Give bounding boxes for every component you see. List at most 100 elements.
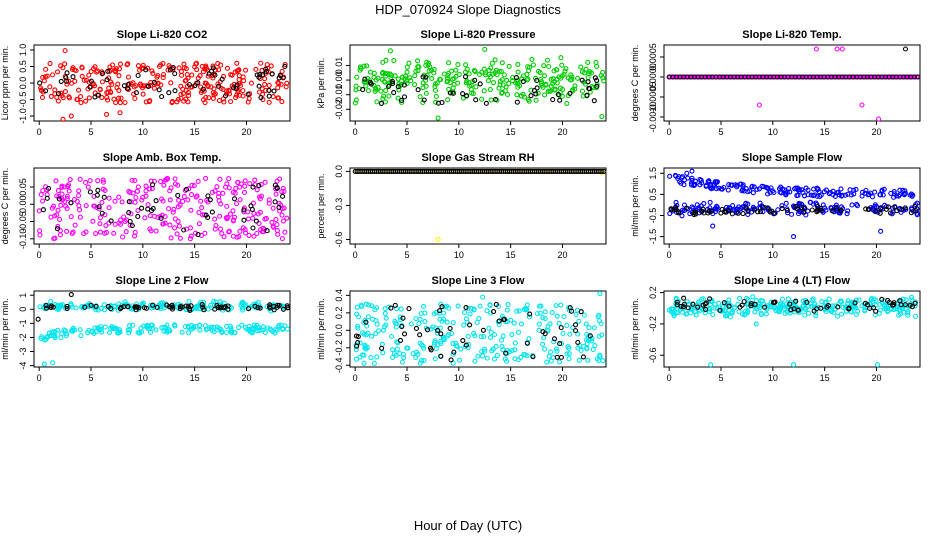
- data-point: [481, 348, 487, 354]
- x-tick-label: 5: [718, 373, 723, 383]
- data-point: [199, 205, 205, 211]
- data-point: [422, 318, 428, 325]
- data-point: [360, 87, 366, 93]
- x-tick-label: 15: [506, 373, 516, 383]
- data-point: [597, 352, 603, 358]
- data-point: [214, 184, 220, 190]
- data-point: [401, 331, 408, 337]
- x-tick-label: 5: [88, 250, 93, 260]
- data-point: [816, 189, 822, 195]
- data-point: [793, 203, 799, 210]
- data-point: [49, 72, 56, 78]
- data-point: [393, 320, 399, 326]
- y-tick-label: 0.00: [18, 196, 28, 214]
- data-point: [581, 343, 587, 349]
- data-point: [818, 305, 824, 311]
- data-point: [552, 86, 558, 92]
- data-point: [97, 86, 103, 92]
- data-point: [48, 93, 54, 99]
- data-point: [508, 317, 514, 323]
- data-point: [795, 309, 801, 315]
- data-point: [256, 194, 263, 200]
- data-point: [564, 322, 570, 329]
- data-point: [558, 354, 564, 360]
- data-point: [383, 88, 389, 94]
- data-point: [164, 302, 170, 308]
- data-point: [534, 311, 540, 317]
- data-point: [492, 57, 498, 63]
- data-point: [830, 192, 836, 198]
- data-point: [506, 80, 512, 87]
- x-tick-label: 10: [454, 127, 464, 137]
- data-point: [135, 213, 141, 219]
- data-point: [217, 226, 224, 232]
- data-point: [408, 78, 414, 84]
- data-point: [538, 303, 544, 309]
- data-point: [760, 204, 766, 210]
- data-point: [172, 71, 178, 77]
- data-point: [96, 206, 102, 212]
- data-point: [176, 223, 182, 229]
- data-point: [37, 232, 43, 238]
- data-point: [437, 76, 443, 82]
- data-point: [186, 92, 192, 99]
- data-point: [699, 208, 705, 214]
- data-point: [81, 77, 87, 83]
- data-point: [59, 302, 66, 308]
- data-point: [805, 192, 811, 198]
- data-point: [401, 94, 408, 100]
- data-point: [43, 66, 49, 72]
- data-point: [785, 210, 791, 216]
- scatter-points: [36, 175, 290, 242]
- data-point: [223, 329, 230, 336]
- data-point: [193, 61, 199, 67]
- data-point: [101, 194, 107, 200]
- data-point: [45, 185, 52, 191]
- data-point: [578, 309, 584, 315]
- data-point: [245, 209, 251, 215]
- data-point: [877, 301, 883, 308]
- data-point: [726, 181, 732, 188]
- data-point: [177, 202, 183, 208]
- data-point: [398, 97, 405, 103]
- data-point: [802, 312, 808, 318]
- data-point: [674, 299, 680, 305]
- scatter-points: [352, 168, 607, 243]
- y-axis-label: Licor ppm per min.: [0, 46, 10, 121]
- data-point: [729, 310, 735, 316]
- data-point: [94, 192, 100, 198]
- data-point: [280, 193, 286, 199]
- data-point: [194, 193, 200, 199]
- data-point: [813, 313, 819, 319]
- x-tick-label: 10: [768, 373, 778, 383]
- data-point: [707, 183, 713, 189]
- data-point: [379, 345, 385, 351]
- data-point: [515, 69, 521, 75]
- data-point: [836, 301, 842, 307]
- data-point: [357, 340, 363, 346]
- data-point: [260, 72, 266, 78]
- data-point: [503, 350, 509, 356]
- data-point: [395, 84, 401, 90]
- data-point: [76, 203, 82, 209]
- data-point: [561, 314, 567, 320]
- data-point: [222, 93, 229, 99]
- data-point: [66, 94, 72, 100]
- data-point: [243, 67, 249, 73]
- data-point: [71, 327, 78, 333]
- data-point: [227, 211, 233, 217]
- data-point: [279, 99, 285, 105]
- y-tick-label: -0.6: [334, 232, 344, 248]
- data-point: [258, 60, 264, 66]
- data-point: [395, 76, 401, 82]
- data-point: [897, 187, 903, 193]
- data-point: [168, 80, 174, 86]
- data-point: [592, 75, 598, 81]
- data-point: [151, 79, 157, 85]
- data-point: [683, 205, 689, 211]
- data-point: [893, 306, 899, 312]
- outlier-point: [791, 362, 797, 368]
- data-point: [243, 230, 249, 236]
- data-point: [156, 87, 162, 93]
- data-point: [856, 297, 862, 303]
